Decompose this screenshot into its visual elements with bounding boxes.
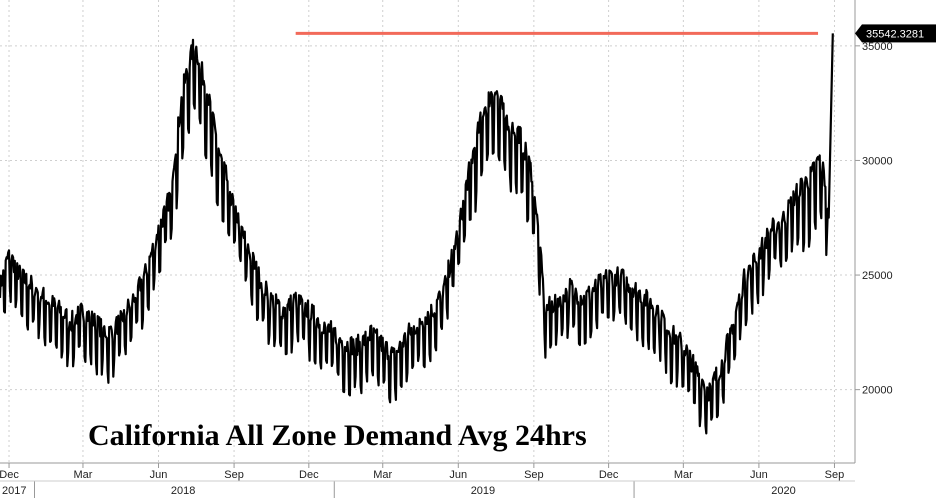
- x-tick-label: Dec: [0, 469, 19, 481]
- last-value-box: [862, 24, 936, 43]
- last-value-pointer: [855, 24, 862, 43]
- x-tick-label: Mar: [674, 469, 693, 481]
- y-tick-label: 20000: [862, 385, 893, 397]
- x-tick-label: Mar: [73, 469, 92, 481]
- x-tick-label: Mar: [373, 469, 392, 481]
- x-tick-label: Sep: [224, 469, 244, 481]
- y-tick-label: 35000: [862, 41, 893, 53]
- x-tick-label: Jun: [449, 469, 467, 481]
- x-tick-label: Sep: [524, 469, 544, 481]
- year-label: 2020: [771, 485, 795, 497]
- year-label: 2018: [171, 485, 195, 497]
- last-value-group: 35542.3281: [855, 24, 936, 43]
- gridlines: [0, 0, 855, 463]
- x-tick-label: Sep: [825, 469, 845, 481]
- year-label: 2019: [471, 485, 495, 497]
- x-tick-label: Dec: [299, 469, 319, 481]
- y-tick-label: 25000: [862, 270, 893, 282]
- last-value-label: 35542.3281: [866, 28, 924, 40]
- x-tick-label: Jun: [750, 469, 768, 481]
- y-axis: 20000 25000 30000 35000: [855, 41, 893, 397]
- demand-series-line: [0, 33, 834, 435]
- chart-title: California All Zone Demand Avg 24hrs: [88, 419, 587, 452]
- series-group: [0, 33, 834, 435]
- x-tick-label: Jun: [150, 469, 168, 481]
- x-axis: Dec Mar Jun Sep Dec Mar Jun Sep Dec Mar Jun Sep 2017…: [0, 463, 855, 498]
- x-tick-label: Dec: [599, 469, 619, 481]
- y-tick-label: 30000: [862, 155, 893, 167]
- plot-frame: [0, 0, 856, 464]
- year-label: 2017: [2, 485, 26, 497]
